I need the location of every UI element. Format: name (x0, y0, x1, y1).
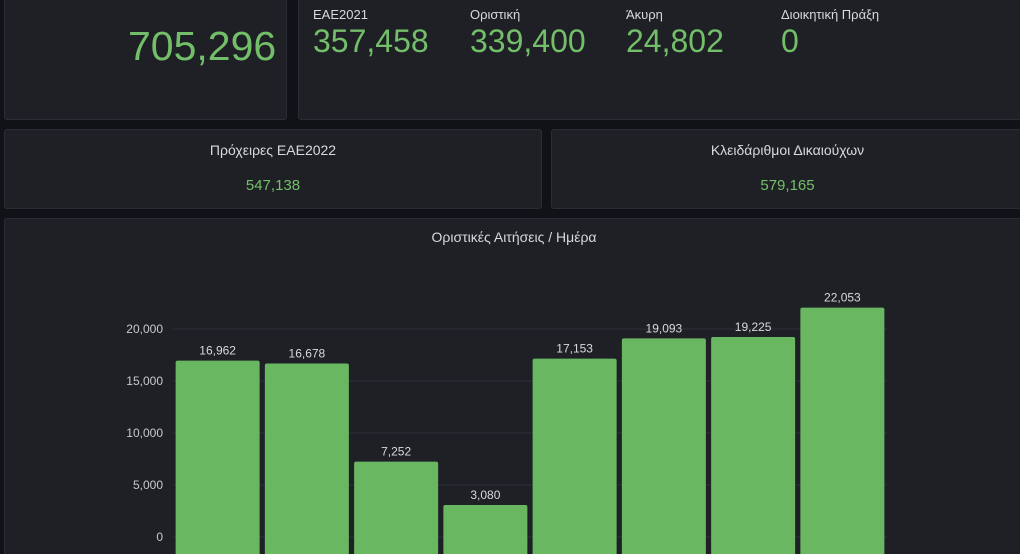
bar-chart: 0 5,000 10,000 15,000 20,000 16,962 16,678 7,25… (126, 291, 887, 554)
bar-value-label: 17,153 (556, 342, 593, 356)
status-stats-panel: ΕΑΕ2021 357,458 Οριστική 339,400 Άκυρη 2… (298, 0, 1020, 120)
bar (800, 307, 885, 554)
total-panel: 705,296 (4, 0, 287, 120)
bar-value-label: 22,053 (824, 291, 861, 305)
stat-admin-act: Διοικητική Πράξη 0 (781, 6, 881, 58)
bar (354, 461, 439, 554)
stat-admin-act-label: Διοικητική Πράξη (781, 7, 880, 22)
bar (711, 337, 796, 554)
beneficiary-keys-title: Κλειδάριθμοι Δικαιούχων (710, 142, 865, 158)
y-tick-label: 15,000 (126, 374, 163, 388)
y-tick-label: 5,000 (133, 478, 163, 492)
bar-value-label: 3,080 (470, 488, 500, 502)
drafts-value: 547,138 (245, 177, 301, 194)
bar-value-label: 19,225 (735, 320, 772, 334)
bar-value-label: 16,962 (199, 344, 236, 358)
stat-final-label: Οριστική (470, 7, 521, 22)
stat-eae2021-label: ΕΑΕ2021 (313, 7, 368, 22)
bar (264, 363, 349, 554)
bar (532, 358, 617, 554)
y-tick-label: 10,000 (126, 426, 163, 440)
stat-eae2021: ΕΑΕ2021 357,458 (313, 6, 429, 58)
stat-void-value: 24,802 (626, 23, 724, 59)
stat-final: Οριστική 339,400 (470, 6, 586, 58)
bar-value-label: 7,252 (381, 445, 411, 459)
stat-admin-act-value: 0 (781, 23, 799, 59)
stat-eae2021-value: 357,458 (313, 23, 429, 59)
chart-panel: Οριστικές Αιτήσεις / Ημέρα 0 5,000 10,000 1… (4, 218, 1020, 554)
drafts-title: Πρόχειρες ΕΑΕ2022 (209, 142, 337, 158)
stat-final-value: 339,400 (470, 23, 586, 59)
stat-void: Άκυρη 24,802 (626, 6, 724, 58)
chart-title: Οριστικές Αιτήσεις / Ημέρα (431, 229, 597, 245)
bar (621, 338, 706, 554)
bar-value-label: 16,678 (289, 347, 326, 361)
y-tick-label: 20,000 (126, 322, 163, 336)
drafts-panel: Πρόχειρες ΕΑΕ2022 547,138 (4, 129, 542, 209)
bar-value-label: 19,093 (646, 321, 683, 335)
stat-void-label: Άκυρη (626, 7, 663, 22)
total-value: 705,296 (128, 23, 277, 69)
bar (175, 360, 260, 554)
beneficiary-keys-panel: Κλειδάριθμοι Δικαιούχων 579,165 (551, 129, 1020, 209)
beneficiary-keys-value: 579,165 (760, 177, 815, 194)
bar (443, 504, 528, 554)
y-tick-label: 0 (156, 530, 163, 544)
